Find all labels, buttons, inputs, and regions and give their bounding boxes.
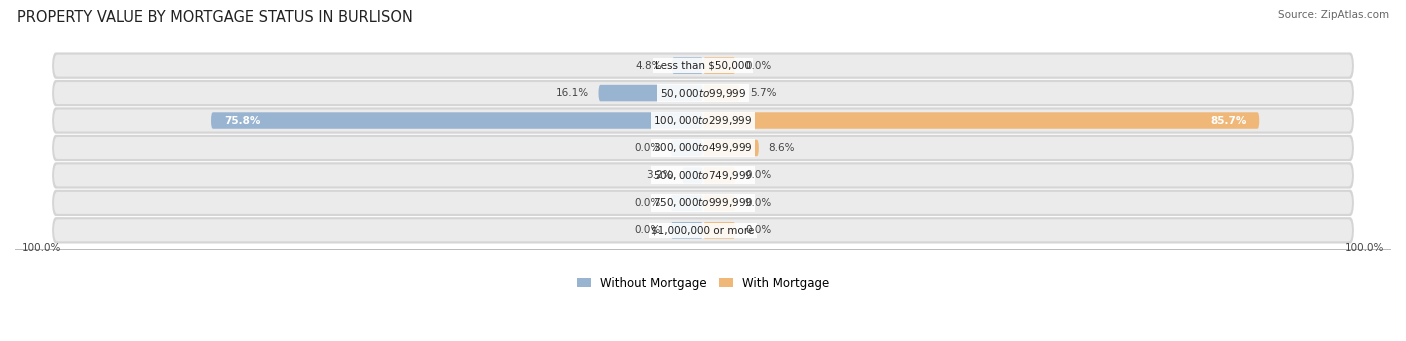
FancyBboxPatch shape <box>53 192 1353 214</box>
Text: Less than $50,000: Less than $50,000 <box>655 61 751 71</box>
Legend: Without Mortgage, With Mortgage: Without Mortgage, With Mortgage <box>572 272 834 294</box>
FancyBboxPatch shape <box>52 162 1354 189</box>
FancyBboxPatch shape <box>703 222 735 239</box>
Text: 100.0%: 100.0% <box>1346 243 1385 253</box>
FancyBboxPatch shape <box>682 167 703 184</box>
FancyBboxPatch shape <box>53 164 1353 187</box>
Text: 4.8%: 4.8% <box>636 61 662 71</box>
FancyBboxPatch shape <box>671 222 703 239</box>
FancyBboxPatch shape <box>52 107 1354 134</box>
FancyBboxPatch shape <box>53 137 1353 159</box>
Text: $750,000 to $999,999: $750,000 to $999,999 <box>654 196 752 209</box>
Text: PROPERTY VALUE BY MORTGAGE STATUS IN BURLISON: PROPERTY VALUE BY MORTGAGE STATUS IN BUR… <box>17 10 413 25</box>
FancyBboxPatch shape <box>53 109 1353 132</box>
FancyBboxPatch shape <box>703 112 1260 129</box>
FancyBboxPatch shape <box>52 217 1354 243</box>
FancyBboxPatch shape <box>53 82 1353 104</box>
FancyBboxPatch shape <box>703 195 735 211</box>
FancyBboxPatch shape <box>703 167 735 184</box>
Text: $50,000 to $99,999: $50,000 to $99,999 <box>659 87 747 100</box>
Text: 8.6%: 8.6% <box>769 143 794 153</box>
FancyBboxPatch shape <box>52 80 1354 106</box>
FancyBboxPatch shape <box>53 219 1353 241</box>
Text: $1,000,000 or more: $1,000,000 or more <box>651 225 755 235</box>
FancyBboxPatch shape <box>53 55 1353 77</box>
Text: Source: ZipAtlas.com: Source: ZipAtlas.com <box>1278 10 1389 20</box>
Text: 0.0%: 0.0% <box>745 225 772 235</box>
FancyBboxPatch shape <box>671 140 703 156</box>
FancyBboxPatch shape <box>703 140 759 156</box>
FancyBboxPatch shape <box>52 190 1354 216</box>
Text: 16.1%: 16.1% <box>555 88 589 98</box>
FancyBboxPatch shape <box>211 112 703 129</box>
Text: 5.7%: 5.7% <box>749 88 776 98</box>
FancyBboxPatch shape <box>703 57 735 74</box>
Text: $500,000 to $749,999: $500,000 to $749,999 <box>654 169 752 182</box>
Text: 0.0%: 0.0% <box>745 61 772 71</box>
Text: 100.0%: 100.0% <box>21 243 60 253</box>
Text: 75.8%: 75.8% <box>224 116 260 125</box>
Text: 0.0%: 0.0% <box>634 143 661 153</box>
Text: 0.0%: 0.0% <box>745 170 772 180</box>
FancyBboxPatch shape <box>703 85 740 101</box>
Text: 85.7%: 85.7% <box>1211 116 1246 125</box>
Text: $100,000 to $299,999: $100,000 to $299,999 <box>654 114 752 127</box>
Text: 0.0%: 0.0% <box>745 198 772 208</box>
Text: 0.0%: 0.0% <box>634 198 661 208</box>
FancyBboxPatch shape <box>671 195 703 211</box>
FancyBboxPatch shape <box>672 57 703 74</box>
Text: 0.0%: 0.0% <box>634 225 661 235</box>
FancyBboxPatch shape <box>599 85 703 101</box>
FancyBboxPatch shape <box>52 53 1354 79</box>
Text: 3.2%: 3.2% <box>645 170 672 180</box>
FancyBboxPatch shape <box>52 135 1354 161</box>
Text: $300,000 to $499,999: $300,000 to $499,999 <box>654 142 752 154</box>
